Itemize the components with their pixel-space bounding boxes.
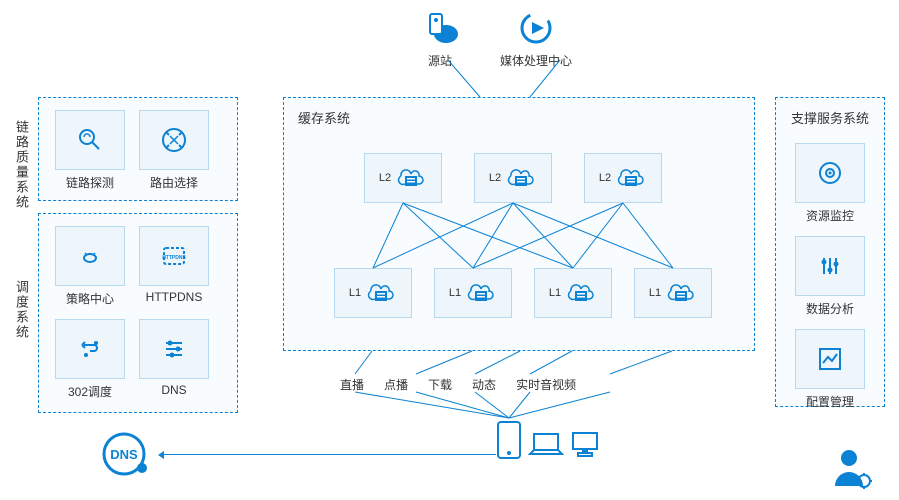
link-detect-card: 链路探测: [55, 110, 125, 191]
analytics-card: 数据分析: [795, 236, 865, 317]
origin-node: 源站: [420, 8, 460, 69]
scheduling-box: 策略中心 HTTPDNS HTTPDNS 302调度 DNS: [38, 213, 238, 413]
server-cloud-icon: [615, 162, 647, 194]
strategy-icon: [76, 242, 104, 270]
phone-icon: [496, 420, 522, 460]
top-row: 源站 媒体处理中心: [420, 8, 572, 69]
support-box: 支撑服务系统 资源监控 数据分析 配置管理: [775, 97, 885, 407]
route-select-card: 路由选择: [139, 110, 209, 191]
redirect-icon: [76, 335, 104, 363]
server-cloud-icon: [565, 277, 597, 309]
dns-request-arrow: [160, 454, 496, 455]
l2-node: L2: [364, 153, 442, 203]
cdn-architecture-diagram: 源站 媒体处理中心 链路质量系统 链路探测 路由选择 调度系统: [0, 0, 899, 500]
user-node: [829, 446, 873, 490]
server-cloud-icon: [465, 277, 497, 309]
config-card: 配置管理: [795, 329, 865, 410]
svg-text:HTTPDNS: HTTPDNS: [162, 255, 186, 261]
dns-sliders-icon: [160, 335, 188, 363]
origin-icon: [420, 8, 460, 48]
l2-node: L2: [584, 153, 662, 203]
dns-card: DNS: [139, 319, 209, 400]
scheduling-title: 调度系统: [12, 280, 31, 340]
l1-node: L1: [334, 268, 412, 318]
strategy-card: 策略中心: [55, 226, 125, 307]
httpdns-card: HTTPDNS HTTPDNS: [139, 226, 209, 307]
server-cloud-icon: [665, 277, 697, 309]
media-center-node: 媒体处理中心: [500, 8, 572, 69]
cache-title: 缓存系统: [298, 108, 350, 127]
user-gear-icon: [829, 446, 873, 490]
origin-label: 源站: [428, 52, 452, 69]
route-icon: [160, 126, 188, 154]
l2-node: L2: [474, 153, 552, 203]
svg-text:DNS: DNS: [110, 447, 138, 462]
monitor-card: 资源监控: [795, 143, 865, 224]
laptop-icon: [528, 430, 564, 460]
link-quality-box: 链路探测 路由选择: [38, 97, 238, 201]
dns-circle-icon: DNS: [100, 430, 154, 478]
server-cloud-icon: [395, 162, 427, 194]
service-types: 直播 点播 下载 动态 实时音视频: [340, 376, 576, 393]
desktop-icon: [570, 430, 600, 460]
dns-node: DNS: [100, 430, 154, 478]
link-detect-icon: [76, 126, 104, 154]
support-title: 支撑服务系统: [791, 108, 869, 127]
sliders-icon: [816, 252, 844, 280]
eye-icon: [816, 159, 844, 187]
link-quality-title: 链路质量系统: [12, 120, 31, 210]
cache-system-box: 缓存系统 L2 L2 L2 L1 L1 L1 L1: [283, 97, 755, 351]
chart-icon: [816, 345, 844, 373]
server-cloud-icon: [505, 162, 537, 194]
client-devices: [496, 420, 600, 460]
l1-node: L1: [434, 268, 512, 318]
server-cloud-icon: [365, 277, 397, 309]
l1-node: L1: [634, 268, 712, 318]
media-icon: [516, 8, 556, 48]
l1-node: L1: [534, 268, 612, 318]
redirect-card: 302调度: [55, 319, 125, 400]
media-label: 媒体处理中心: [500, 52, 572, 69]
httpdns-icon: HTTPDNS: [160, 242, 188, 270]
